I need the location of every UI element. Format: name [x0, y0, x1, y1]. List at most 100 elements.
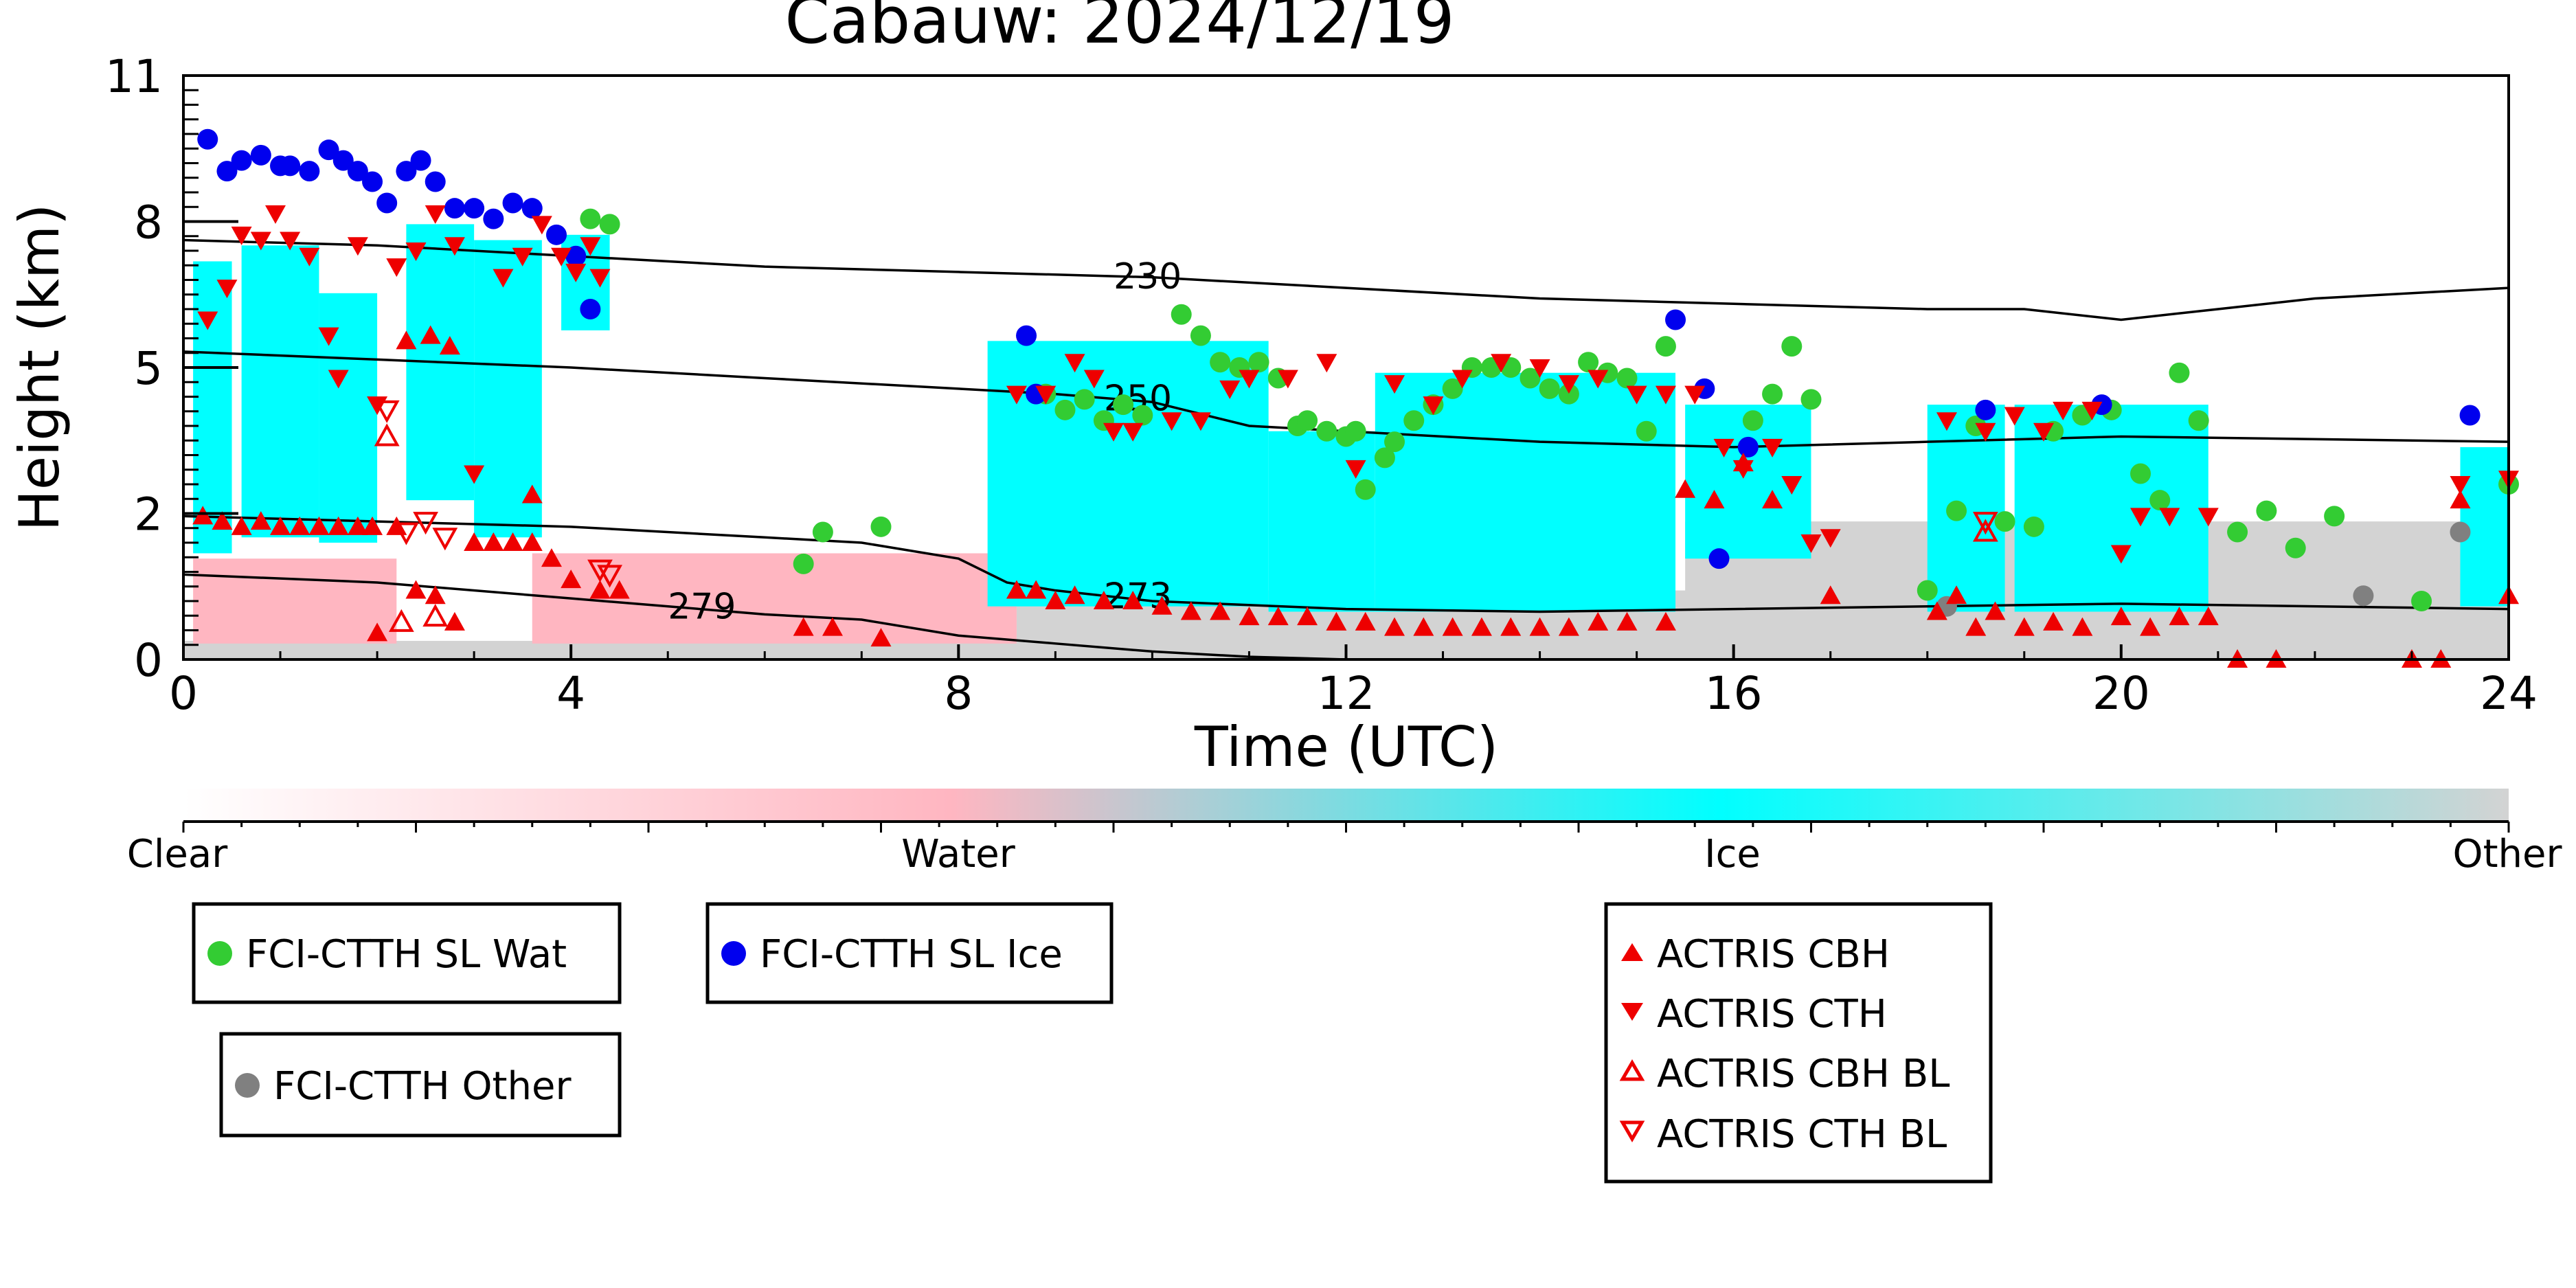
marker-actris-cbh — [1210, 601, 1231, 620]
legend-fci-ctth-other: FCI-CTTH Other — [219, 1032, 622, 1138]
marker-fci-ctth-sl-wat — [1655, 336, 1676, 357]
marker-actris-cth — [2159, 508, 2180, 527]
marker-actris-cth — [2130, 508, 2151, 527]
marker-actris-cbh — [1985, 601, 2006, 620]
x-axis-ticks: 0 4 8 12 16 20 24 — [169, 644, 2538, 720]
marker-actris-cth — [1161, 412, 1182, 431]
marker-fci-ctth-sl-wat — [2023, 516, 2044, 537]
marker-actris-cbh — [1529, 617, 1550, 636]
marker-fci-ctth-sl-ice — [250, 144, 271, 166]
marker-actris-cth — [1219, 380, 1241, 399]
marker-fci-ctth-sl-wat — [1742, 410, 1763, 431]
marker-actris-cth — [1423, 396, 1444, 416]
marker-actris-cth — [2004, 407, 2025, 426]
marker-actris-cth — [1936, 412, 1957, 431]
marker-fci-ctth-sl-wat — [1781, 336, 1803, 357]
marker-actris-cth — [280, 231, 301, 251]
marker-actris-cbh — [1558, 617, 1579, 636]
marker-actris-cth — [2053, 401, 2074, 420]
chart-title: Cabauw: 2024/12/19 — [784, 0, 1454, 58]
legend-label-cbh-bl: ACTRIS CBH BL — [1657, 1052, 1950, 1096]
marker-actris-cbh — [521, 484, 543, 504]
marker-actris-cbh — [822, 617, 843, 636]
colorbar-ticks — [182, 822, 2510, 833]
x-axis-label: Time (UTC) — [1194, 715, 1498, 779]
marker-actris-cbh — [1471, 617, 1492, 636]
marker-fci-ctth-sl-wat — [1190, 325, 1211, 346]
marker-fci-ctth-sl-wat — [2130, 463, 2151, 484]
marker-actris-cth — [1345, 460, 1366, 479]
marker-actris-cth — [512, 247, 533, 267]
marker-actris-cbh — [1926, 601, 1947, 620]
classification-patch-water — [193, 558, 397, 644]
marker-actris-cth — [1451, 370, 1473, 389]
x-tick-label: 24 — [2480, 667, 2538, 720]
marker-actris-cbh — [1655, 611, 1676, 631]
marker-fci-ctth-sl-ice — [362, 171, 383, 192]
marker-fci-ctth-sl-ice — [231, 150, 252, 171]
marker-actris-cth-bl — [413, 512, 439, 535]
marker-fci-ctth-sl-wat — [2285, 537, 2306, 558]
marker-fci-ctth-sl-ice — [332, 150, 354, 171]
marker-actris-cth — [1800, 534, 1822, 553]
marker-fci-ctth-sl-wat — [1345, 420, 1366, 442]
marker-actris-cth — [464, 465, 485, 484]
marker-actris-cbh — [2110, 607, 2132, 626]
marker-fci-ctth-sl-wat — [1519, 368, 1541, 389]
marker-actris-cth — [1820, 529, 1841, 548]
legend-actris: ACTRIS CBH ACTRIS CTH ACTRIS CBH BL ACTR… — [1604, 902, 1993, 1184]
marker-actris-cth — [1122, 422, 1144, 442]
marker-actris-cth — [1713, 438, 1735, 457]
marker-actris-cth — [444, 237, 465, 256]
marker-actris-cth — [1732, 460, 1754, 479]
marker-fci-ctth-sl-wat — [2169, 362, 2190, 383]
marker-fci-ctth-sl-wat — [793, 553, 814, 574]
marker-actris-cbh — [2043, 611, 2064, 631]
marker-fci-ctth-sl-ice — [1737, 436, 1759, 457]
marker-fci-ctth-sl-ice — [444, 198, 465, 219]
y-axis-ticks: 0 2 5 8 11 — [105, 50, 238, 687]
marker-actris-cth — [1588, 370, 1609, 389]
marker-actris-cth — [1277, 370, 1298, 389]
marker-fci-ctth-sl-wat — [1917, 580, 1938, 601]
marker-actris-cth — [565, 263, 587, 282]
marker-fci-ctth-sl-ice — [2459, 405, 2481, 426]
marker-actris-cth — [250, 231, 271, 251]
marker-actris-cth — [493, 269, 514, 288]
contour-label-279: 279 — [668, 587, 736, 628]
marker-actris-cth-bl — [374, 400, 400, 423]
marker-actris-cth — [264, 205, 286, 224]
marker-fci-ctth-sl-ice — [299, 161, 320, 182]
marker-actris-cbh — [192, 506, 214, 525]
x-tick-label: 12 — [1318, 667, 1375, 720]
marker-actris-cth — [328, 370, 349, 389]
contour-line-273 — [183, 515, 2509, 613]
marker-actris-cbh — [2169, 607, 2190, 626]
marker-fci-ctth-sl-wat — [2256, 500, 2277, 521]
y-axis-label: Height (km) — [8, 204, 71, 532]
marker-actris-cbh — [2140, 617, 2161, 636]
marker-fci-ctth-sl-wat — [1994, 511, 2015, 532]
marker-actris-cbh — [231, 516, 252, 535]
marker-actris-cth — [197, 311, 218, 330]
marker-fci-ctth-sl-wat — [1297, 410, 1318, 431]
marker-actris-cbh — [1267, 607, 1289, 626]
marker-actris-cbh — [1442, 617, 1463, 636]
legend-label-cbh: ACTRIS CBH — [1657, 932, 1890, 977]
marker-fci-ctth-sl-wat — [1539, 378, 1560, 399]
marker-fci-ctth-sl-wat — [1316, 420, 1337, 442]
marker-actris-cth — [1491, 354, 1512, 373]
marker-actris-cth — [1529, 359, 1550, 378]
marker-actris-cbh — [609, 580, 630, 599]
marker-actris-cbh — [420, 325, 441, 344]
marker-fci-ctth-sl-ice — [546, 224, 567, 245]
marker-actris-cth — [1684, 385, 1706, 405]
marker-actris-cth — [405, 242, 427, 261]
contour-line-230 — [183, 238, 2509, 321]
marker-fci-ctth-sl-ice — [521, 198, 543, 219]
marker-fci-ctth-sl-wat — [1054, 399, 1076, 420]
marker-actris-cth-bl — [432, 528, 458, 551]
marker-fci-ctth-sl-wat — [1403, 410, 1425, 431]
marker-fci-ctth-sl-ice — [483, 208, 504, 229]
